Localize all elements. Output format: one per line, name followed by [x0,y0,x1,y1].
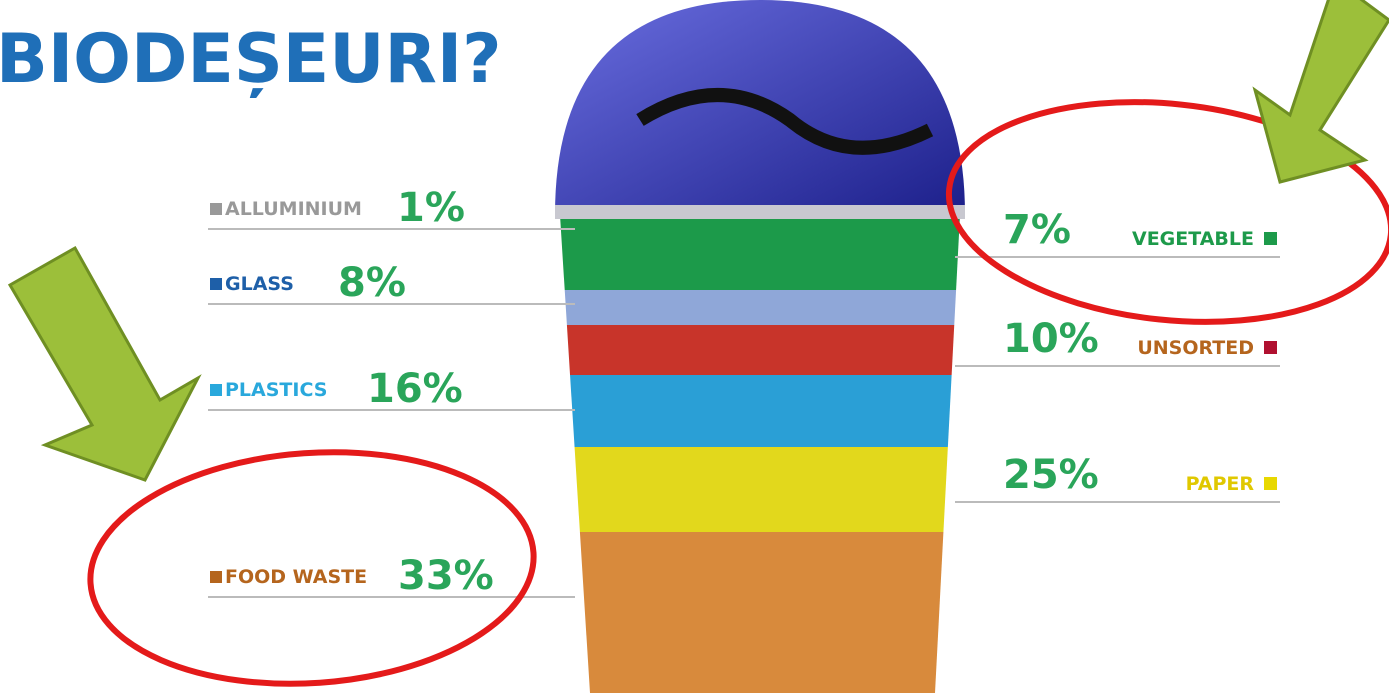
item-percent: 7% [1003,207,1071,253]
item-name: ALLUMINIUM [225,198,362,220]
item-percent: 8% [338,260,406,306]
item-percent: 25% [1003,452,1099,498]
item-name: UNSORTED [1137,337,1254,359]
lid-opening [636,88,934,155]
bin-rim [555,205,965,219]
item-percent: 10% [1003,316,1099,362]
item-percent: 33% [398,553,494,599]
color-square [1264,232,1277,245]
item-name: VEGETABLE [1132,228,1254,250]
color-square [210,203,222,215]
highlight-ellipse [945,99,1389,325]
labels: ALLUMINIUM 1% GLASS 8% PLASTICS 16% FOOD WASTE… [208,185,1280,599]
item-name: GLASS [225,273,294,295]
item-percent: 1% [397,185,465,231]
arrow [7,245,202,482]
arrow [1252,0,1389,184]
item-name: PLASTICS [225,379,327,401]
bin-body [560,215,960,693]
color-square [210,278,222,290]
color-square [210,571,222,583]
color-square [210,384,222,396]
item-name: FOOD WASTE [225,566,367,588]
item-name: PAPER [1186,473,1255,495]
item-percent: 16% [367,366,463,412]
color-square [1264,341,1277,354]
color-square [1264,477,1277,490]
title: BIODEȘEURI? [0,20,502,99]
highlight-ellipse [87,449,537,687]
